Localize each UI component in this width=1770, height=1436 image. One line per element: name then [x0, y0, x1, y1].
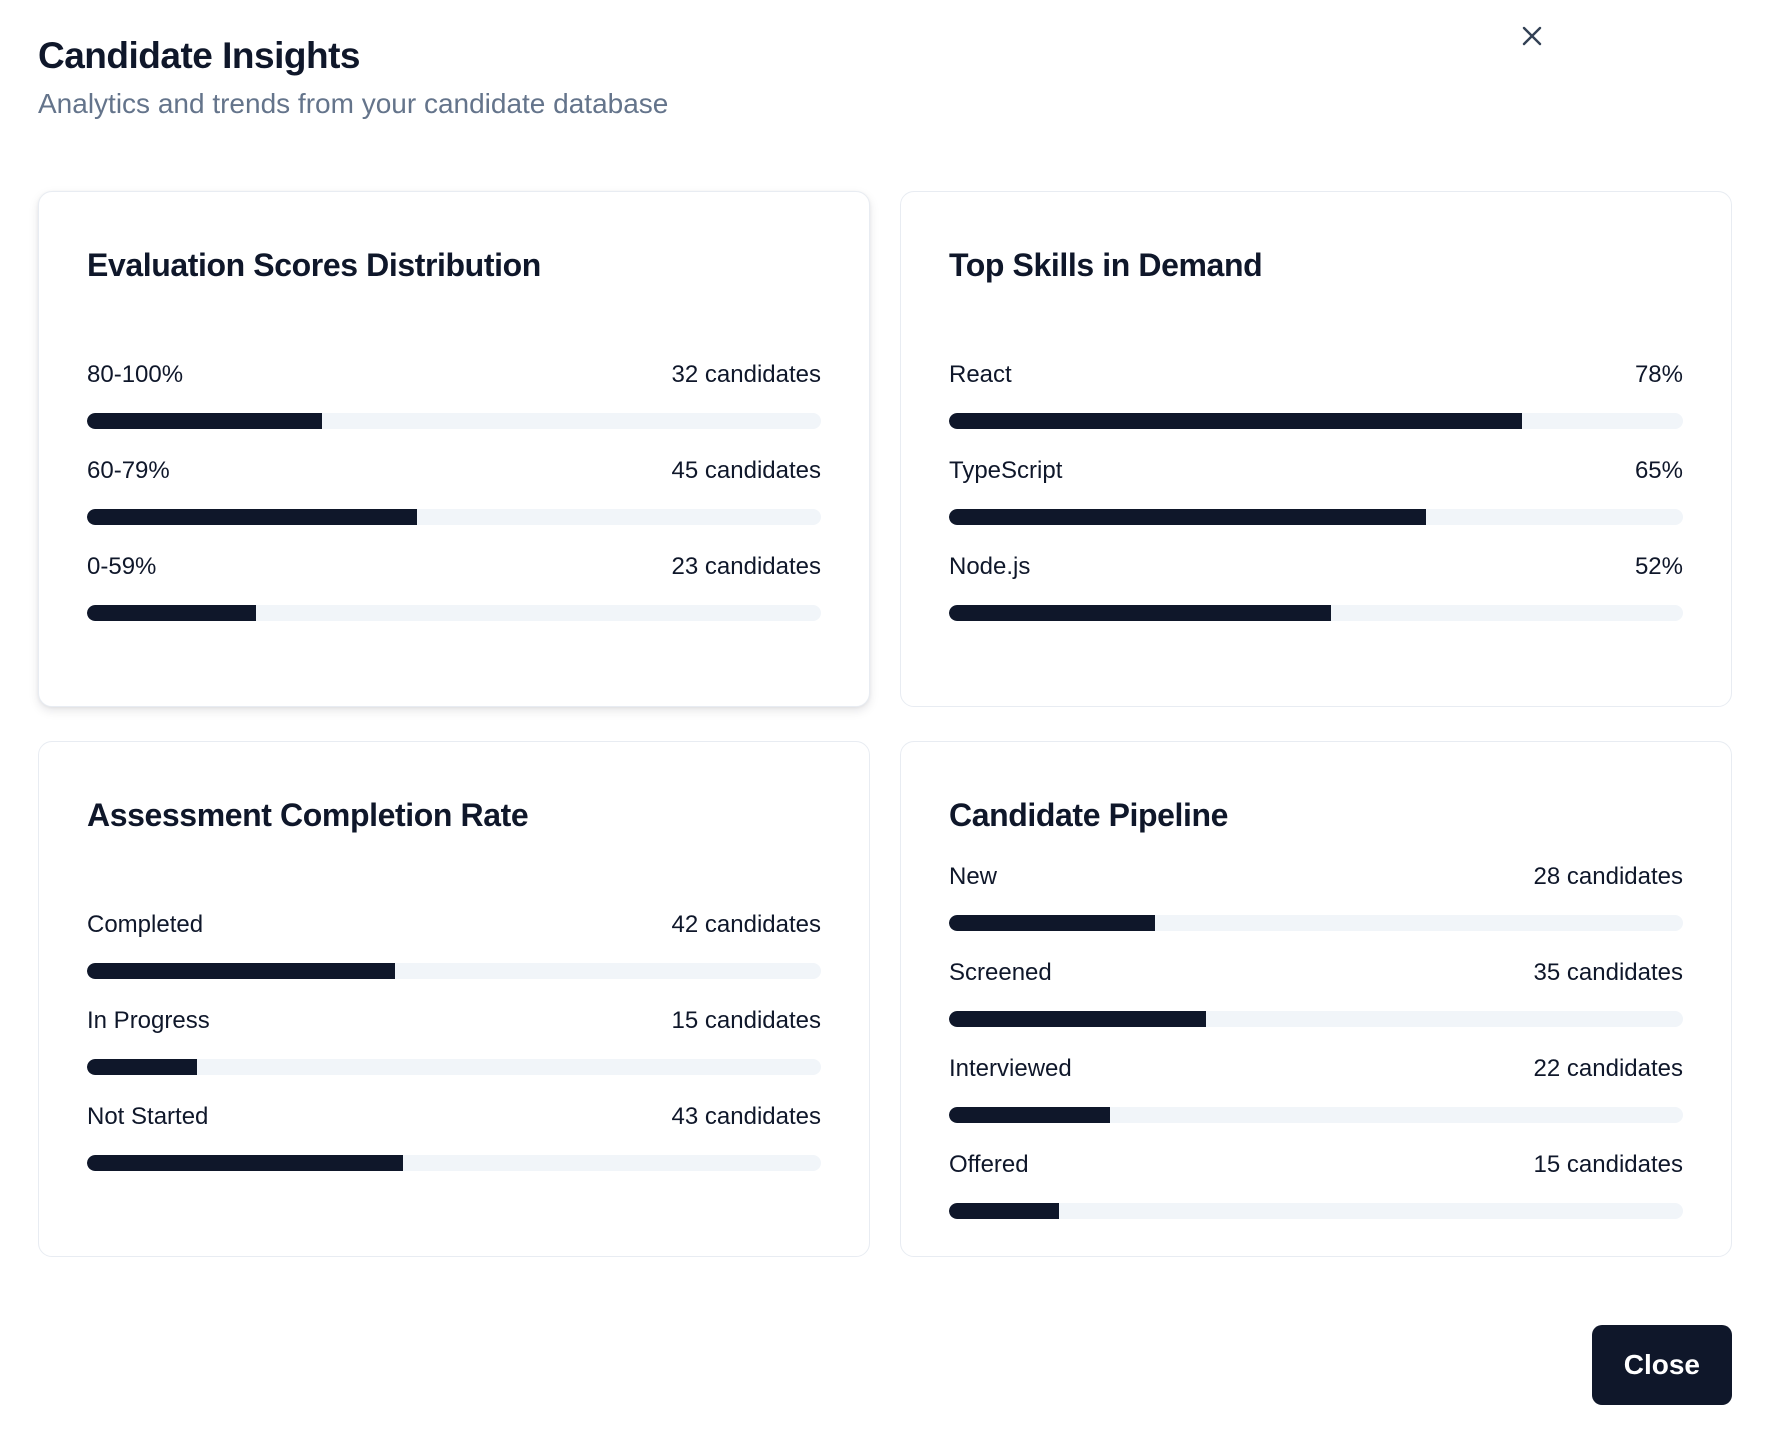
- bar-row: 0-59% 23 candidates: [87, 550, 821, 646]
- bar-label: 0-59%: [87, 553, 157, 580]
- bar-row: Interviewed 22 candidates: [949, 1052, 1683, 1148]
- bar-value: 32 candidates: [671, 361, 821, 388]
- bar-label: In Progress: [87, 1007, 210, 1034]
- bar-label: Completed: [87, 911, 204, 938]
- insights-grid: Evaluation Scores Distribution 80-100% 3…: [38, 191, 1732, 1257]
- bar-value: 28 candidates: [1533, 863, 1683, 890]
- bar-label: Offered: [949, 1151, 1029, 1178]
- dialog-title: Candidate Insights: [38, 35, 360, 76]
- bar-row: New 28 candidates: [949, 860, 1683, 956]
- bar-label: 80-100%: [87, 361, 184, 388]
- assessment-completion-card: Assessment Completion Rate Completed 42 …: [38, 741, 870, 1257]
- card-title: Top Skills in Demand: [949, 247, 1263, 283]
- progress-fill: [949, 1203, 1060, 1219]
- bar-row: Node.js 52%: [949, 550, 1683, 646]
- bar-label: Interviewed: [949, 1055, 1072, 1082]
- bar-label: React: [949, 361, 1012, 388]
- progress-fill: [949, 1107, 1111, 1123]
- bar-label: TypeScript: [949, 457, 1063, 484]
- card-title: Assessment Completion Rate: [87, 797, 529, 833]
- progress-fill: [949, 413, 1522, 429]
- progress-fill: [87, 509, 418, 525]
- bar-row: Offered 15 candidates: [949, 1148, 1683, 1244]
- dialog-subtitle: Analytics and trends from your candidate…: [38, 88, 669, 119]
- bar-value: 35 candidates: [1533, 959, 1683, 986]
- progress-track: [87, 509, 821, 525]
- bar-value: 78%: [1634, 361, 1683, 388]
- progress-track: [87, 605, 821, 621]
- card-title: Candidate Pipeline: [949, 797, 1229, 833]
- close-icon: [1522, 26, 1542, 46]
- progress-track: [949, 1203, 1683, 1219]
- bar-row: TypeScript 65%: [949, 454, 1683, 550]
- bar-row: 60-79% 45 candidates: [87, 454, 821, 550]
- progress-fill: [87, 413, 322, 429]
- progress-fill: [949, 1011, 1206, 1027]
- card-title: Evaluation Scores Distribution: [87, 247, 541, 283]
- bar-row: Screened 35 candidates: [949, 956, 1683, 1052]
- progress-track: [949, 915, 1683, 931]
- bar-value: 52%: [1634, 553, 1683, 580]
- bar-row: 80-100% 32 candidates: [87, 358, 821, 454]
- progress-track: [87, 1059, 821, 1075]
- progress-fill: [949, 915, 1155, 931]
- progress-track: [949, 509, 1683, 525]
- progress-fill: [949, 509, 1427, 525]
- progress-track: [87, 413, 821, 429]
- evaluation-scores-card: Evaluation Scores Distribution 80-100% 3…: [38, 191, 870, 707]
- bar-row: In Progress 15 candidates: [87, 1004, 821, 1100]
- bar-row: Completed 42 candidates: [87, 908, 821, 1004]
- candidate-pipeline-card: Candidate Pipeline New 28 candidates Scr…: [900, 741, 1732, 1257]
- bar-value: 65%: [1634, 457, 1683, 484]
- bar-label: Screened: [949, 959, 1052, 986]
- bar-list: 80-100% 32 candidates 60-79% 45 candidat…: [87, 358, 821, 646]
- progress-track: [87, 1155, 821, 1171]
- bar-value: 42 candidates: [671, 911, 821, 938]
- dialog-header: Candidate Insights Analytics and trends …: [38, 30, 668, 124]
- bar-label: 60-79%: [87, 457, 170, 484]
- bar-value: 15 candidates: [1533, 1151, 1683, 1178]
- bar-row: React 78%: [949, 358, 1683, 454]
- progress-fill: [87, 1059, 198, 1075]
- progress-fill: [949, 605, 1331, 621]
- close-icon-button[interactable]: [1512, 16, 1552, 56]
- bar-value: 45 candidates: [671, 457, 821, 484]
- progress-track: [949, 1011, 1683, 1027]
- progress-track: [949, 413, 1683, 429]
- progress-track: [949, 605, 1683, 621]
- bar-label: Node.js: [949, 553, 1031, 580]
- top-skills-card: Top Skills in Demand React 78% TypeScrip…: [900, 191, 1732, 707]
- progress-fill: [87, 1155, 403, 1171]
- close-button[interactable]: Close: [1591, 1325, 1732, 1405]
- bar-list: Completed 42 candidates In Progress 15 c…: [87, 908, 821, 1196]
- bar-value: 23 candidates: [671, 553, 821, 580]
- progress-track: [949, 1107, 1683, 1123]
- bar-value: 22 candidates: [1533, 1055, 1683, 1082]
- bar-list: New 28 candidates Screened 35 candidates: [949, 860, 1683, 1244]
- bar-label: New: [949, 863, 998, 890]
- bar-value: 15 candidates: [671, 1007, 821, 1034]
- progress-fill: [87, 605, 256, 621]
- bar-list: React 78% TypeScript 65%: [949, 358, 1683, 646]
- progress-fill: [87, 963, 396, 979]
- bar-value: 43 candidates: [671, 1103, 821, 1130]
- bar-label: Not Started: [87, 1103, 209, 1130]
- bar-row: Not Started 43 candidates: [87, 1100, 821, 1196]
- progress-track: [87, 963, 821, 979]
